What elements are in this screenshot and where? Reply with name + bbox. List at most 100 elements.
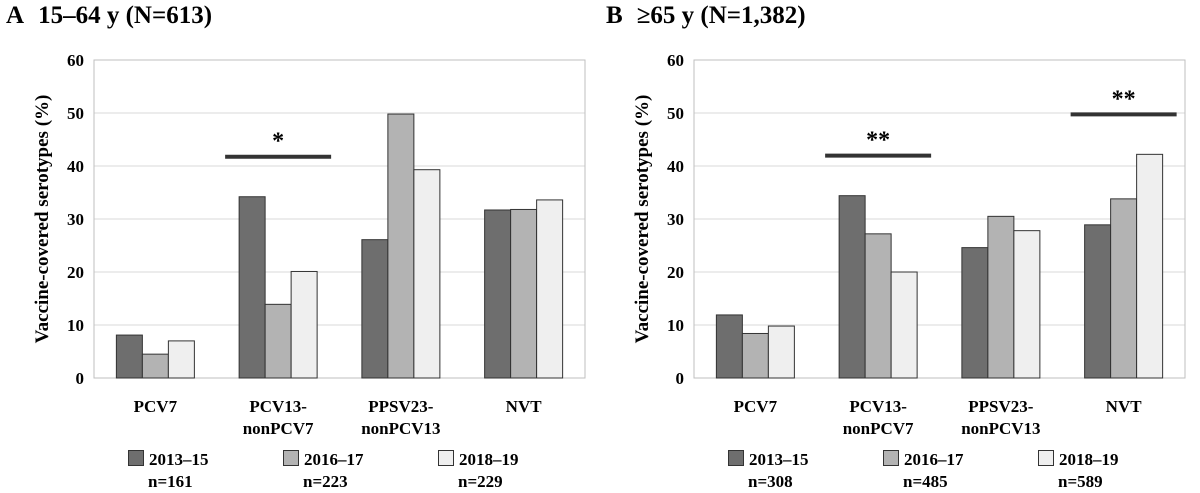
bar bbox=[864, 233, 892, 379]
y-tick-label: 30 bbox=[67, 210, 84, 229]
legend-sample-size: n=223 bbox=[303, 472, 348, 491]
bar bbox=[838, 195, 866, 379]
x-tick-label: PPSV23- nonPCV13 bbox=[961, 397, 1040, 438]
bar bbox=[167, 340, 195, 379]
bar bbox=[115, 334, 143, 379]
panel-a-letter: A bbox=[6, 2, 25, 29]
y-tick-label: 0 bbox=[676, 369, 685, 388]
y-tick-label: 10 bbox=[67, 316, 84, 335]
y-tick-label: 0 bbox=[76, 369, 85, 388]
x-tick-label: NVT bbox=[506, 397, 543, 416]
panel-b-legend: 2013–15 n=308 2016–17 n=485 2018–19 n=589 bbox=[600, 449, 1200, 493]
panel-b: B ≥65 y (N=1,382) 0 10 20 30 40 50 60 Vaccine-co… bbox=[600, 0, 1200, 493]
y-tick-label: 50 bbox=[667, 104, 684, 123]
significance-marker: ** bbox=[866, 128, 890, 154]
bar bbox=[741, 332, 769, 379]
x-tick-label: PCV13- nonPCV7 bbox=[243, 397, 314, 438]
panel-a: A 15–64 y (N=613) 0 10 20 30 40 50 60 Vaccine-co… bbox=[0, 2, 600, 493]
legend-sample-size: n=161 bbox=[148, 472, 193, 491]
legend-swatch bbox=[883, 450, 899, 466]
y-tick-label: 50 bbox=[67, 104, 84, 123]
significance-marker: ** bbox=[1112, 86, 1136, 112]
panel-b-title-text: ≥65 y (N=1,382) bbox=[636, 2, 806, 29]
significance-marker: * bbox=[272, 129, 284, 155]
x-tick-label-line: nonPCV13 bbox=[961, 419, 1040, 438]
legend-item: 2013–15 n=161 bbox=[128, 449, 209, 493]
x-tick-label-line: nonPCV7 bbox=[243, 419, 314, 438]
bar bbox=[141, 353, 169, 379]
bar bbox=[715, 314, 743, 379]
legend-sample-size: n=589 bbox=[1058, 472, 1103, 491]
bar bbox=[484, 209, 512, 379]
panel-b-title: B ≥65 y (N=1,382) bbox=[606, 2, 806, 30]
legend-item: 2013–15 n=308 bbox=[728, 449, 809, 493]
legend-swatch bbox=[128, 450, 144, 466]
legend-series-name: 2013–15 bbox=[149, 450, 209, 469]
x-tick-label-line: PCV13- bbox=[249, 397, 307, 416]
x-tick-label: PCV13- nonPCV7 bbox=[843, 397, 914, 438]
y-tick-label: 30 bbox=[667, 210, 684, 229]
legend-swatch bbox=[1038, 450, 1054, 466]
x-tick-label-line: PCV7 bbox=[734, 397, 778, 416]
bar bbox=[238, 196, 266, 379]
legend-series-name: 2018–19 bbox=[459, 450, 519, 469]
legend-item: 2016–17 n=485 bbox=[883, 449, 964, 493]
x-tick-label-line: PPSV23- bbox=[968, 397, 1034, 416]
y-axis-label: Vaccine-covered serotypes (%) bbox=[32, 95, 53, 344]
legend-item: 2018–19 n=589 bbox=[1038, 449, 1119, 493]
panel-a-title-text: 15–64 y (N=613) bbox=[38, 2, 213, 29]
bar bbox=[1013, 230, 1041, 379]
bar bbox=[413, 169, 441, 379]
x-tick-label-line: NVT bbox=[506, 397, 543, 416]
bar bbox=[264, 303, 292, 379]
bar bbox=[387, 113, 415, 379]
legend-series-name: 2016–17 bbox=[904, 450, 964, 469]
legend-item: 2016–17 n=223 bbox=[283, 449, 364, 493]
bar bbox=[290, 270, 318, 379]
bar bbox=[1110, 198, 1138, 379]
x-tick-label-line: NVT bbox=[1106, 397, 1143, 416]
panel-a-title: A 15–64 y (N=613) bbox=[6, 2, 212, 30]
y-tick-label: 40 bbox=[667, 157, 684, 176]
bar bbox=[987, 215, 1015, 379]
legend-series-name: 2018–19 bbox=[1059, 450, 1119, 469]
x-tick-label: PPSV23- nonPCV13 bbox=[361, 397, 440, 438]
y-axis-label: Vaccine-covered serotypes (%) bbox=[632, 95, 653, 344]
x-tick-label: PCV7 bbox=[734, 397, 778, 416]
panel-b-chart: 0 10 20 30 40 50 60 Vaccine-covered serotypes (… bbox=[632, 51, 1186, 438]
plot-area bbox=[93, 59, 586, 379]
bar bbox=[536, 199, 564, 379]
bar bbox=[961, 247, 989, 379]
bar bbox=[1136, 153, 1164, 379]
bar bbox=[361, 239, 389, 379]
x-tick-label-line: PCV7 bbox=[134, 397, 178, 416]
x-tick-label: NVT bbox=[1106, 397, 1143, 416]
legend-item: 2018–19 n=229 bbox=[438, 449, 519, 493]
bar bbox=[890, 271, 918, 379]
panel-a-chart: 0 10 20 30 40 50 60 Vaccine-covered serotypes (… bbox=[32, 51, 586, 438]
legend-sample-size: n=485 bbox=[903, 472, 948, 491]
legend-swatch bbox=[283, 450, 299, 466]
y-tick-label: 20 bbox=[667, 263, 684, 282]
panel-a-legend: 2013–15 n=161 2016–17 n=223 2018–19 n=229 bbox=[0, 449, 600, 493]
panel-b-letter: B bbox=[606, 2, 623, 29]
bar bbox=[1084, 224, 1112, 379]
y-tick-label: 60 bbox=[67, 51, 84, 70]
legend-sample-size: n=229 bbox=[458, 472, 503, 491]
x-tick-label: PCV7 bbox=[134, 397, 178, 416]
y-tick-label: 40 bbox=[67, 157, 84, 176]
x-tick-label-line: nonPCV7 bbox=[843, 419, 914, 438]
bar bbox=[510, 208, 538, 379]
plot-area bbox=[693, 59, 1186, 379]
legend-series-name: 2013–15 bbox=[749, 450, 809, 469]
x-tick-label-line: PPSV23- bbox=[368, 397, 434, 416]
bar bbox=[767, 325, 795, 379]
y-tick-label: 60 bbox=[667, 51, 684, 70]
x-tick-label-line: nonPCV13 bbox=[361, 419, 440, 438]
legend-swatch bbox=[728, 450, 744, 466]
y-tick-label: 20 bbox=[67, 263, 84, 282]
x-tick-label-line: PCV13- bbox=[849, 397, 907, 416]
y-tick-label: 10 bbox=[667, 316, 684, 335]
legend-swatch bbox=[438, 450, 454, 466]
legend-sample-size: n=308 bbox=[748, 472, 793, 491]
